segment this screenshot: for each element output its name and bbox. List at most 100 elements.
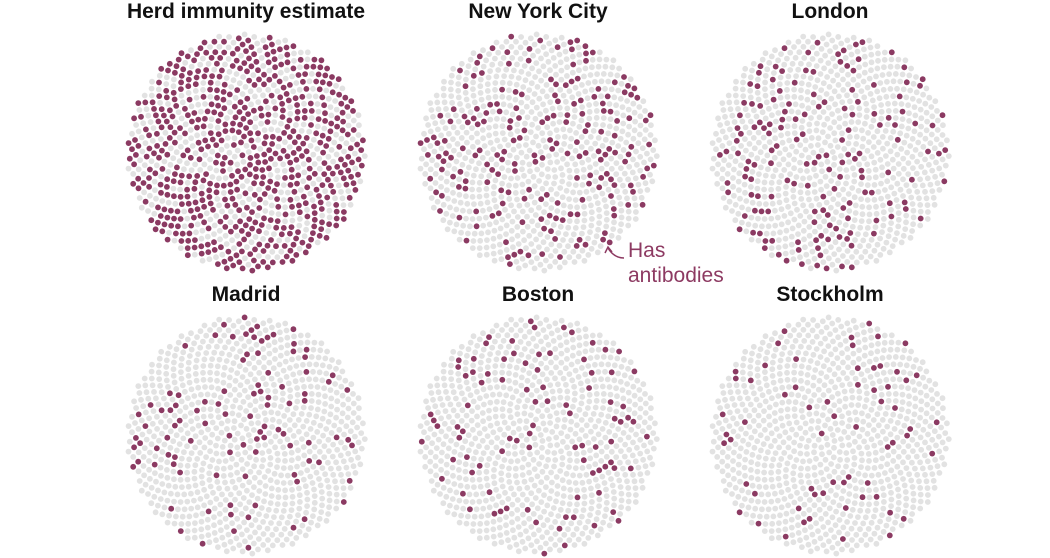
population-dot (211, 321, 218, 328)
population-dot (470, 238, 477, 244)
population-dot (609, 482, 616, 489)
population-dot (229, 455, 235, 462)
population-dot (219, 444, 226, 450)
population-dot (465, 346, 472, 353)
population-dot (176, 158, 183, 165)
population-dot (765, 166, 771, 173)
population-dot (245, 320, 252, 327)
population-dot (462, 468, 469, 475)
antibody-dot (491, 510, 498, 517)
population-dot (201, 161, 208, 168)
population-dot (876, 378, 883, 385)
population-dot (135, 128, 142, 135)
population-dot (797, 189, 804, 196)
population-dot (845, 140, 852, 147)
antibody-dot (125, 140, 132, 146)
population-dot (791, 86, 797, 93)
antibody-dot (329, 89, 336, 96)
population-dot (898, 101, 905, 107)
population-dot (579, 104, 585, 110)
population-dot (184, 535, 191, 542)
population-dot (923, 109, 930, 116)
population-dot (480, 103, 487, 110)
population-dot (572, 508, 579, 514)
population-dot (536, 487, 542, 494)
antibody-dot (750, 229, 756, 236)
population-dot (587, 229, 593, 236)
antibody-dot (779, 116, 786, 123)
population-dot (575, 374, 582, 380)
antibody-dot (509, 338, 516, 344)
population-dot (348, 381, 355, 388)
population-dot (514, 404, 521, 411)
population-dot (830, 499, 837, 505)
population-dot (772, 222, 779, 229)
population-dot (504, 332, 511, 339)
antibody-dot (266, 147, 273, 153)
population-dot (554, 491, 561, 497)
population-dot (831, 444, 837, 451)
antibody-dot (240, 115, 247, 122)
population-dot (900, 176, 906, 183)
population-dot (148, 375, 155, 382)
population-dot (252, 376, 258, 383)
population-dot (822, 456, 829, 463)
population-dot (499, 123, 506, 130)
population-dot (574, 218, 580, 225)
antibody-dot (339, 109, 346, 116)
population-dot (835, 82, 842, 88)
antibody-dot (564, 112, 571, 118)
population-dot (811, 109, 818, 115)
antibody-dot (813, 237, 819, 244)
population-dot (223, 358, 230, 364)
population-dot (595, 63, 602, 70)
population-dot (629, 452, 636, 459)
antibody-dot (337, 169, 344, 176)
population-dot (185, 520, 192, 527)
population-dot (427, 449, 434, 456)
population-dot (289, 540, 296, 547)
population-dot (447, 502, 453, 509)
antibody-dot (184, 193, 191, 200)
population-dot (772, 450, 779, 456)
population-dot (203, 332, 210, 339)
population-dot (220, 451, 226, 457)
antibody-dot (595, 148, 602, 155)
population-dot (163, 364, 170, 370)
population-dot (336, 374, 342, 381)
population-dot (574, 501, 580, 508)
population-dot (559, 477, 566, 484)
population-dot (783, 467, 789, 473)
population-dot (506, 407, 513, 414)
antibody-dot (229, 50, 236, 57)
population-dot (429, 440, 435, 447)
population-dot (560, 438, 566, 445)
antibody-dot (175, 223, 181, 230)
population-dot (581, 540, 588, 547)
antibody-dot (247, 130, 254, 137)
population-dot (260, 63, 267, 69)
population-dot (524, 213, 530, 220)
population-dot (610, 226, 617, 233)
population-dot (328, 430, 335, 436)
population-dot (801, 501, 808, 508)
population-dot (613, 160, 620, 167)
population-dot (850, 359, 857, 366)
population-dot (435, 126, 441, 133)
population-dot (635, 464, 642, 471)
population-dot (526, 161, 533, 168)
population-dot (746, 424, 753, 430)
population-dot (470, 375, 477, 382)
population-dot (252, 398, 259, 405)
population-dot (350, 410, 357, 416)
population-dot (797, 142, 804, 148)
population-dot (499, 463, 505, 470)
population-dot (551, 463, 557, 470)
population-dot (293, 363, 300, 369)
population-dot (818, 161, 825, 168)
population-dot (422, 463, 429, 470)
population-dot (887, 135, 894, 141)
population-dot (802, 137, 809, 144)
population-dot (821, 121, 827, 128)
population-dot (548, 524, 555, 531)
